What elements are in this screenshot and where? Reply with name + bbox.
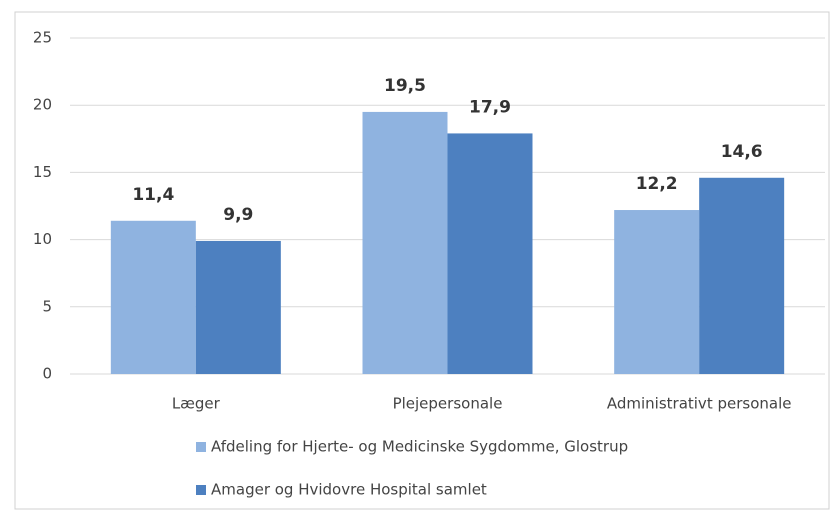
- y-tick-label: 15: [33, 163, 52, 181]
- legend-swatch: [196, 442, 206, 452]
- legend-label: Afdeling for Hjerte- og Medicinske Sygdo…: [211, 438, 628, 456]
- legend-label: Amager og Hvidovre Hospital samlet: [211, 481, 487, 499]
- x-tick-label: Læger: [172, 395, 221, 413]
- bar: [362, 111, 448, 375]
- y-tick-label: 10: [33, 230, 52, 248]
- value-label: 19,5: [384, 76, 426, 96]
- y-tick-label: 25: [33, 29, 52, 47]
- value-label: 9,9: [223, 205, 253, 225]
- bar: [110, 220, 196, 374]
- value-label: 17,9: [469, 97, 511, 117]
- bar: [614, 210, 700, 374]
- x-tick-label: Plejepersonale: [393, 395, 503, 413]
- value-label: 11,4: [132, 185, 174, 205]
- legend-swatch: [196, 485, 206, 495]
- y-tick-label: 20: [33, 96, 52, 114]
- value-label: 12,2: [636, 174, 678, 194]
- x-tick-label: Administrativt personale: [607, 395, 792, 413]
- bar: [195, 240, 281, 374]
- y-tick-label: 5: [42, 297, 52, 315]
- bar: [699, 177, 785, 374]
- bar: [447, 133, 533, 374]
- value-label: 14,6: [721, 142, 763, 162]
- y-tick-label: 0: [42, 365, 52, 383]
